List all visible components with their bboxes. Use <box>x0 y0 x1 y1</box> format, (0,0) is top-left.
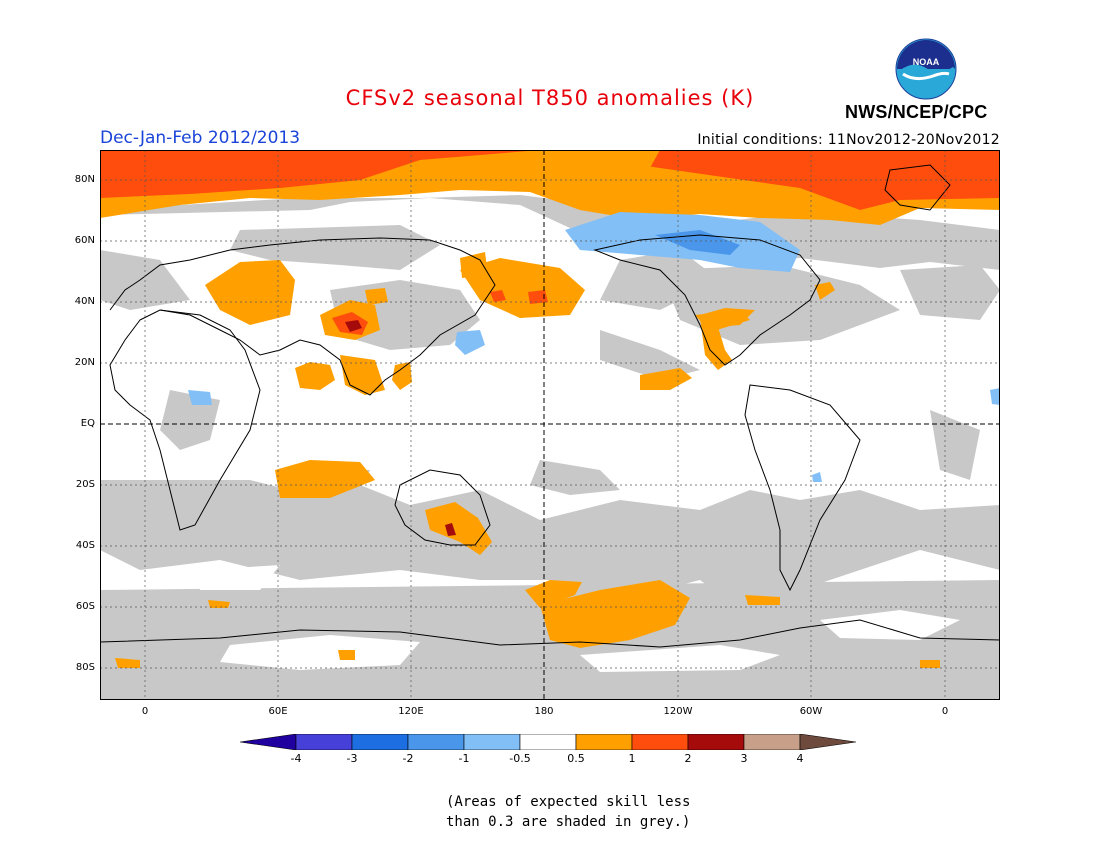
colorbar-label: -0.5 <box>509 752 531 765</box>
lat-label-eq: EQ <box>80 418 95 429</box>
lon-label-60e: 60E <box>268 706 288 717</box>
skill-note-line-2: than 0.3 are shaded in grey.) <box>446 814 691 830</box>
colorbar-cells <box>240 734 857 750</box>
southern-clear-areas <box>200 565 960 672</box>
colorbar-label: 3 <box>740 752 748 765</box>
skill-note-line-1: (Areas of expected skill less <box>446 794 691 810</box>
colorbar-label: -1 <box>458 752 470 765</box>
colorbar-label: 4 <box>796 752 804 765</box>
graticule <box>100 150 1000 700</box>
colorbar-label: -4 <box>290 752 302 765</box>
lon-label-60w: 60W <box>799 706 823 717</box>
lat-label-60s: 60S <box>75 601 95 612</box>
skill-note: (Areas of expected skill less than 0.3 a… <box>0 792 1100 832</box>
lat-label-60n: 60N <box>74 235 95 246</box>
colorbar-label: -2 <box>402 752 414 765</box>
map-title-text: CFSv2 seasonal T850 anomalies (K) <box>345 86 755 110</box>
continent-outlines <box>100 164 1000 648</box>
colorbar-cell <box>519 734 577 750</box>
cool-anomaly-north-america <box>188 212 1000 482</box>
lon-label-0-west: 0 <box>141 706 149 717</box>
lat-label-20s: 20S <box>75 479 95 490</box>
lat-label-40s: 40S <box>75 540 95 551</box>
map-title: CFSv2 seasonal T850 anomalies (K) <box>0 86 1100 110</box>
warm-anomalies <box>115 252 940 668</box>
lon-label-180: 180 <box>534 706 554 717</box>
colorbar-cell <box>407 734 465 750</box>
lat-label-80n: 80N <box>74 174 95 185</box>
colorbar-cell <box>575 734 633 750</box>
colorbar-cell-right-triangle <box>799 734 857 750</box>
colorbar-cell <box>631 734 689 750</box>
colorbar-label: 2 <box>684 752 692 765</box>
equator-and-dateline <box>100 150 1000 700</box>
anomaly-map <box>100 150 1000 700</box>
initial-conditions-label: Initial conditions: 11Nov2012-20Nov2012 <box>697 132 1000 148</box>
arctic-warm-band <box>100 150 1000 225</box>
colorbar <box>240 734 857 750</box>
noaa-logo: NOAA <box>895 38 957 100</box>
lat-label-20n: 20N <box>74 357 95 368</box>
colorbar-label: 1 <box>628 752 636 765</box>
agency-label: NWS/NCEP/CPC <box>845 102 988 122</box>
lon-label-0-east: 0 <box>941 706 949 717</box>
lat-label-80s: 80S <box>75 662 95 673</box>
colorbar-cell <box>687 734 745 750</box>
lon-label-120w: 120W <box>663 706 693 717</box>
colorbar-cell <box>351 734 409 750</box>
lon-label-120e: 120E <box>398 706 424 717</box>
colorbar-cell <box>295 734 353 750</box>
noaa-logo-text: NOAA <box>913 57 940 67</box>
colorbar-label: 0.5 <box>567 752 585 765</box>
colorbar-cell <box>463 734 521 750</box>
colorbar-cell <box>743 734 801 750</box>
colorbar-label: -3 <box>346 752 358 765</box>
season-label: Dec-Jan-Feb 2012/2013 <box>100 128 301 148</box>
colorbar-cell-left-triangle <box>240 734 297 750</box>
lat-label-40n: 40N <box>74 296 95 307</box>
